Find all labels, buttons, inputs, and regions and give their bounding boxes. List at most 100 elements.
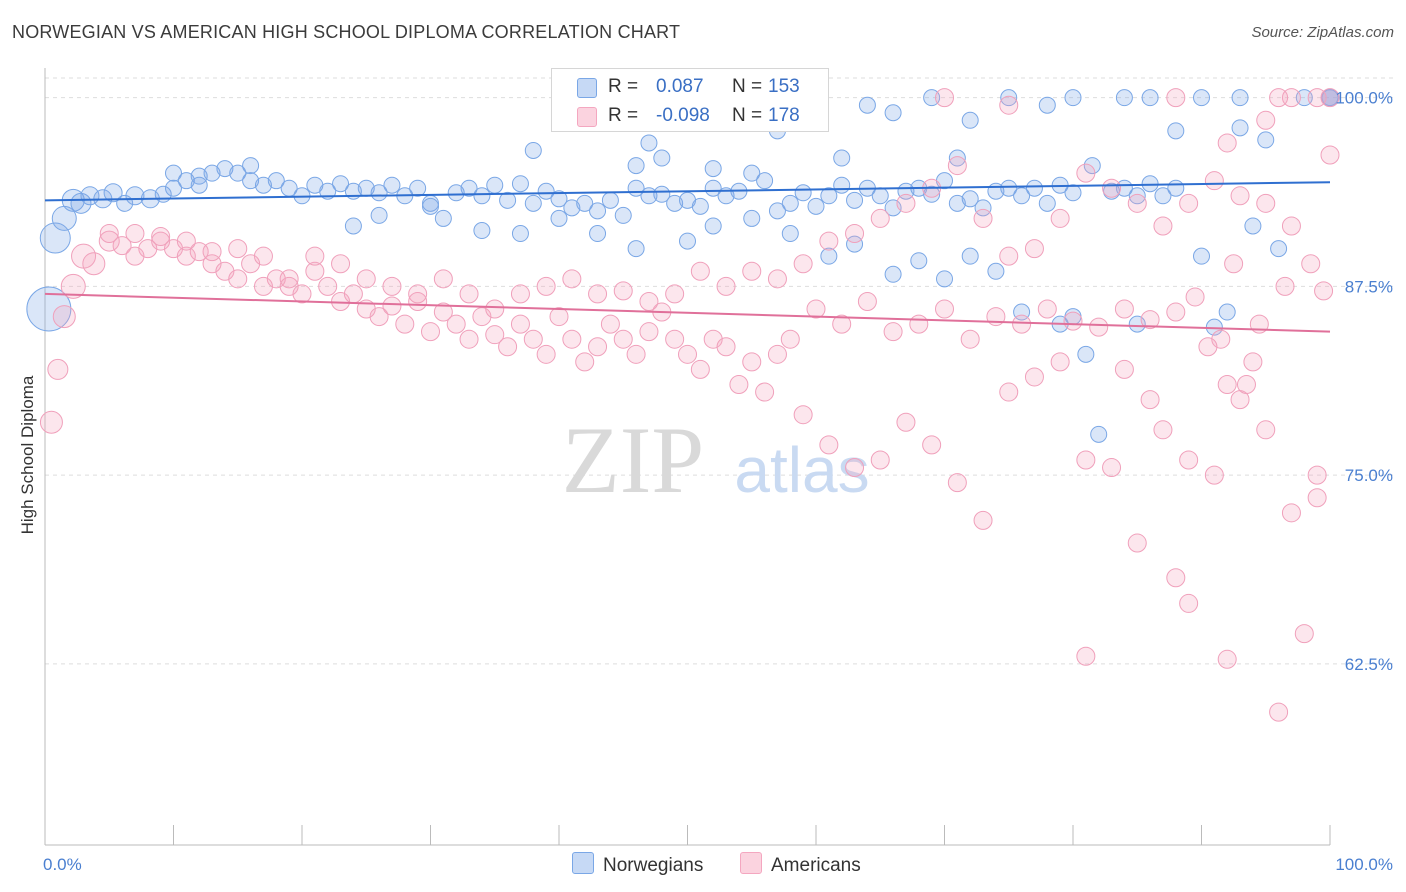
norwegian-point xyxy=(125,186,145,206)
norwegian-point xyxy=(1167,179,1185,197)
american-point xyxy=(1050,208,1070,228)
norwegian-point xyxy=(1167,122,1185,140)
american-point xyxy=(716,337,736,357)
norwegian-point xyxy=(344,217,362,235)
american-point xyxy=(716,276,736,296)
norwegian-point xyxy=(1077,345,1095,363)
norwegian-point xyxy=(383,176,401,194)
americans-legend-swatch xyxy=(740,852,762,874)
american-point xyxy=(1281,216,1301,236)
norwegian-point xyxy=(717,187,735,205)
norwegians-legend-swatch xyxy=(572,852,594,874)
american-point xyxy=(39,410,63,434)
norwegian-point xyxy=(1128,187,1146,205)
american-point xyxy=(1243,352,1263,372)
american-point xyxy=(588,337,608,357)
norwegian-point xyxy=(486,176,504,194)
american-point xyxy=(459,284,479,304)
norwegian-point xyxy=(743,164,761,182)
american-point xyxy=(228,239,248,259)
norwegian-point xyxy=(1000,89,1018,107)
american-point xyxy=(1281,503,1301,523)
legend-item-norwegians[interactable]: Norwegians xyxy=(572,852,703,877)
american-point xyxy=(1076,450,1096,470)
american-point xyxy=(896,412,916,432)
american-point xyxy=(176,231,196,251)
american-point xyxy=(47,358,69,380)
american-point xyxy=(356,269,376,289)
american-point xyxy=(1224,254,1244,274)
norwegian-point xyxy=(550,209,568,227)
american-point xyxy=(151,227,171,247)
american-point xyxy=(1127,533,1147,553)
norwegian-point xyxy=(1193,89,1210,107)
american-point xyxy=(1185,287,1205,307)
american-point xyxy=(973,510,993,530)
american-point xyxy=(125,246,145,266)
american-point xyxy=(819,435,839,455)
norwegian-point xyxy=(948,194,966,212)
norwegian-point xyxy=(267,172,285,190)
norwegian-point xyxy=(460,179,478,197)
american-point xyxy=(806,299,826,319)
norwegian-point xyxy=(589,202,607,220)
american-point xyxy=(1166,302,1186,322)
american-point xyxy=(600,314,620,334)
american-point xyxy=(575,352,595,372)
american-point xyxy=(1012,314,1032,334)
norwegian-point xyxy=(1321,89,1339,107)
american-point xyxy=(1301,254,1321,274)
american-point xyxy=(562,329,582,349)
american-point xyxy=(433,302,453,322)
american-point xyxy=(1256,110,1276,130)
norwegian-point xyxy=(627,240,645,258)
american-point xyxy=(1314,281,1334,301)
norwegian-point xyxy=(203,164,221,182)
norwegian-point xyxy=(884,265,902,283)
norwegian-point xyxy=(704,160,722,178)
american-point xyxy=(1294,624,1314,644)
american-point xyxy=(1320,145,1340,165)
american-point xyxy=(626,344,646,364)
legend-item-americans[interactable]: Americans xyxy=(740,852,861,877)
american-point xyxy=(780,329,800,349)
norwegian-point xyxy=(743,209,761,227)
norwegian-point xyxy=(1257,131,1275,149)
norwegian-point xyxy=(499,191,517,209)
norwegian-point xyxy=(1244,217,1262,235)
american-point xyxy=(1153,216,1173,236)
american-point xyxy=(498,337,518,357)
american-point xyxy=(947,473,967,493)
norwegian-point xyxy=(165,164,182,182)
american-point xyxy=(1269,88,1289,108)
norwegian-point xyxy=(589,225,607,243)
american-point xyxy=(305,261,325,281)
american-point xyxy=(1179,593,1199,613)
norwegian-point xyxy=(781,225,799,243)
american-point xyxy=(1153,420,1173,440)
norwegian-point xyxy=(537,182,555,200)
american-point xyxy=(523,329,543,349)
tick-labels: 100.0% 87.5% 75.0% 62.5% 0.0% 100.0% xyxy=(43,89,1393,874)
norwegian-point xyxy=(679,232,696,250)
axes xyxy=(44,68,1331,846)
american-point xyxy=(112,236,132,256)
american-point xyxy=(1114,359,1134,379)
american-point xyxy=(1166,88,1186,108)
x-tick-label-max: 100.0% xyxy=(1335,855,1393,874)
norwegian-point xyxy=(1154,187,1172,205)
norwegian-point xyxy=(884,104,902,122)
american-point xyxy=(52,305,76,329)
american-point xyxy=(819,231,839,251)
norwegian-point xyxy=(704,217,722,235)
norwegian-point xyxy=(820,247,838,265)
norwegian-point xyxy=(781,194,799,212)
norwegians-n-label: N = xyxy=(732,76,763,97)
series-americans xyxy=(39,88,1340,722)
american-point xyxy=(369,307,389,327)
american-point xyxy=(549,307,569,327)
american-point xyxy=(1166,568,1186,588)
american-point xyxy=(639,291,659,311)
y-tick-label: 62.5% xyxy=(1345,655,1393,674)
